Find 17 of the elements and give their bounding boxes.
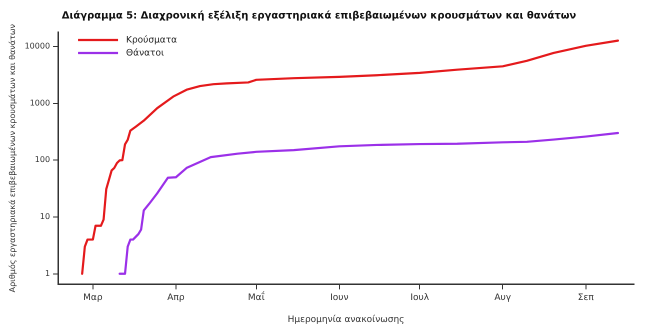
x-tick-label: Αυγ (494, 293, 512, 304)
x-tick-label: Μαρ (83, 293, 103, 304)
x-tick-label: Σεπ (578, 293, 594, 304)
x-axis-title: Ημερομηνία ανακοίνωσης (288, 314, 404, 325)
y-tick-label: 10000 (24, 42, 50, 51)
y-tick-label: 10 (40, 212, 50, 222)
x-tick-label: Απρ (167, 293, 185, 304)
y-tick-label: 1 (44, 268, 50, 278)
y-tick-label: 100 (34, 155, 50, 164)
legend-label: Κρούσματα (126, 34, 178, 46)
x-tick-label: Ιουν (330, 293, 349, 304)
chart-title: Διάγραμμα 5: Διαχρονική εξέλιξη εργαστηριακά επιβεβαιωμένων κρουσμάτων και θανάτων (62, 10, 576, 22)
x-tick-label: Ιουλ (410, 293, 430, 304)
legend-label: Θάνατοι (126, 47, 164, 58)
y-tick-label: 1000 (30, 98, 50, 108)
x-tick-label: Μαΐ (248, 291, 265, 304)
y-axis-title: Αριθμός εργαστηριακά επιβεβαιωμένων κρουσμάτων και θανάτων (8, 23, 17, 292)
